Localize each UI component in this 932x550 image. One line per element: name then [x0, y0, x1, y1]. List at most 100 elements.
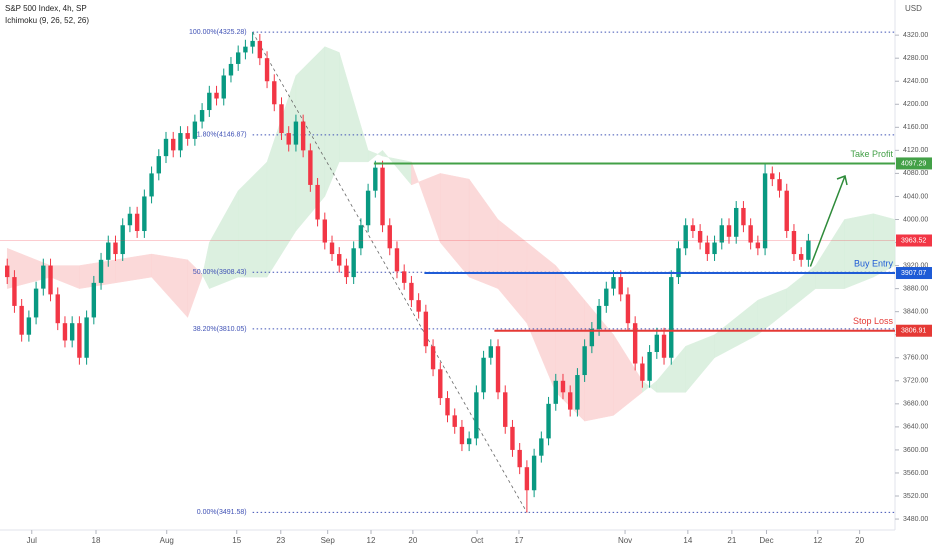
- candle-body: [293, 121, 299, 145]
- y-tick-label: 4240.00: [903, 78, 928, 85]
- candle-body: [488, 346, 494, 358]
- candle-body: [77, 323, 82, 358]
- y-tick-label: 3880.00: [903, 285, 928, 292]
- last-price-label: 3963.52: [901, 237, 926, 244]
- candle-body: [235, 52, 241, 64]
- x-tick-label: Nov: [618, 536, 632, 545]
- candle-body: [163, 138, 169, 157]
- candle-body: [625, 294, 631, 324]
- cloud-segment: [873, 213, 896, 278]
- fib-label: 50.00%(3908.43): [193, 269, 247, 276]
- trade-level-value: 3806.91: [901, 328, 926, 335]
- candle-body: [575, 375, 580, 410]
- candle-body: [560, 380, 566, 393]
- candle-body: [33, 288, 39, 318]
- candle-body: [365, 190, 371, 226]
- fib-trendline: [252, 31, 528, 513]
- candle-body: [41, 265, 46, 289]
- candle-body: [409, 282, 414, 301]
- candle-body: [214, 92, 219, 99]
- trade-level-box: [896, 267, 932, 280]
- trade-level-box: [896, 324, 932, 337]
- candle-body: [134, 213, 140, 232]
- y-tick-label: 4160.00: [903, 124, 928, 131]
- candle-body: [481, 357, 486, 393]
- candle-body: [452, 415, 457, 427]
- candle-body: [257, 40, 263, 59]
- x-tick-label: 14: [683, 536, 692, 545]
- candle-body: [142, 196, 147, 232]
- x-tick-label: Oct: [471, 536, 484, 545]
- candle-body: [48, 265, 53, 295]
- candle-body: [250, 40, 255, 47]
- x-tick-label: Sep: [321, 536, 336, 545]
- x-tick-label: 23: [276, 536, 285, 545]
- candle-body: [55, 294, 60, 324]
- y-tick-label: 4280.00: [903, 55, 928, 62]
- candle-body: [120, 225, 125, 255]
- candle-body: [596, 305, 602, 329]
- candle-body: [510, 426, 515, 450]
- candle-body: [423, 311, 429, 347]
- trade-level-box: [896, 157, 932, 170]
- candle-body: [474, 392, 479, 439]
- x-tick-label: Jul: [27, 536, 37, 545]
- candle-body: [777, 179, 782, 191]
- y-tick-label: 3480.00: [903, 516, 928, 523]
- candle-body: [582, 346, 587, 376]
- y-tick-label: 3720.00: [903, 378, 928, 385]
- candle-body: [604, 288, 609, 306]
- y-tick-label: 4080.00: [903, 170, 928, 177]
- y-tick-label: 3920.00: [903, 262, 928, 269]
- candle-body: [351, 248, 356, 278]
- y-tick-label: 3640.00: [903, 424, 928, 431]
- candle-body: [697, 231, 703, 243]
- candle-body: [322, 219, 327, 243]
- y-tick-label: 4000.00: [903, 216, 928, 223]
- candle-body: [806, 240, 811, 260]
- y-tick-label: 3560.00: [903, 470, 928, 477]
- candle-body: [185, 133, 190, 139]
- x-tick-label: 21: [727, 536, 736, 545]
- cloud-segment: [844, 213, 874, 289]
- candle-body: [676, 248, 681, 278]
- candle-body: [438, 369, 443, 399]
- candle-body: [459, 426, 465, 445]
- candle-body: [445, 398, 450, 416]
- x-tick-label: 17: [515, 536, 524, 545]
- candle-body: [430, 346, 436, 370]
- candle-body: [690, 225, 696, 232]
- candle-body: [329, 242, 335, 255]
- candle-body: [243, 46, 248, 53]
- candle-body: [337, 254, 342, 266]
- x-tick-label: 20: [855, 536, 864, 545]
- chart-title: S&P 500 Index, 4h, SP: [5, 4, 87, 13]
- candle-body: [272, 81, 277, 105]
- trade-level-name: Buy Entry: [854, 258, 894, 268]
- candle-body: [62, 323, 68, 341]
- candle-body: [683, 225, 688, 249]
- x-tick-label: Dec: [759, 536, 773, 545]
- candle-body: [387, 225, 392, 249]
- candle-body: [705, 242, 710, 255]
- currency-label: USD: [905, 4, 922, 13]
- y-tick-label: 3680.00: [903, 401, 928, 408]
- candle-body: [199, 110, 205, 122]
- y-tick-label: 4200.00: [903, 101, 928, 108]
- candle-body: [712, 242, 717, 255]
- candle-body: [380, 167, 385, 226]
- candle-body: [568, 392, 573, 410]
- candle-body: [553, 380, 558, 404]
- candle-body: [171, 138, 176, 151]
- candle-body: [791, 231, 797, 255]
- candle-body: [770, 173, 775, 180]
- candle-body: [149, 173, 154, 197]
- candle-body: [279, 104, 284, 134]
- candle-body: [531, 455, 537, 491]
- candle-body: [127, 213, 133, 226]
- candle-body: [84, 317, 89, 358]
- candle-body: [358, 225, 364, 249]
- x-tick-label: 12: [813, 536, 822, 545]
- projection-arrowhead: [836, 174, 848, 186]
